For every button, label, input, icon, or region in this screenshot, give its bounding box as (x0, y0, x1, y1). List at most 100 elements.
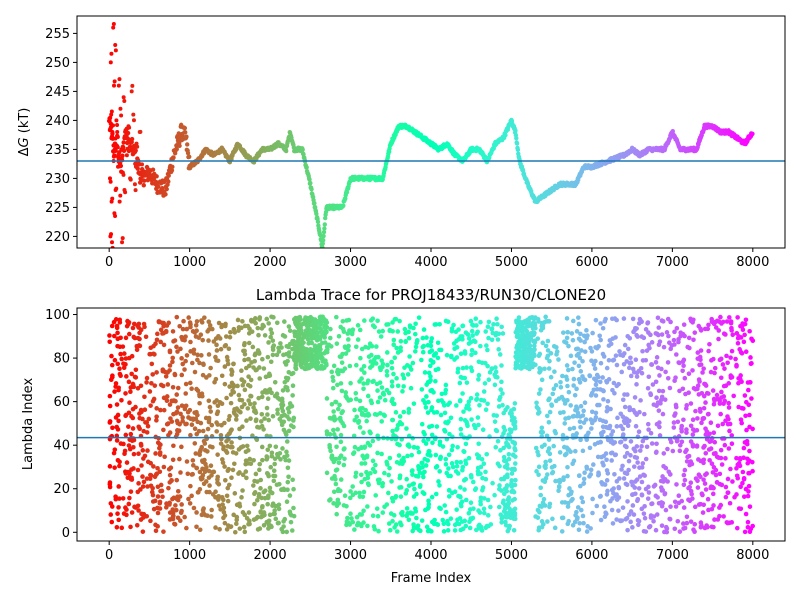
data-point (302, 366, 308, 372)
data-point (343, 196, 348, 201)
data-point (331, 501, 336, 506)
data-point (428, 388, 433, 394)
data-point (200, 476, 205, 481)
data-point (224, 354, 230, 360)
data-point (344, 318, 349, 323)
data-point (149, 361, 155, 367)
data-point (483, 476, 489, 482)
data-point (376, 329, 382, 334)
data-point (587, 445, 593, 451)
data-point (496, 347, 501, 352)
data-point (528, 331, 533, 336)
data-point (458, 432, 464, 437)
data-point (156, 319, 162, 325)
data-point (612, 471, 617, 477)
data-point (224, 395, 229, 401)
data-point (337, 488, 343, 494)
data-point (336, 333, 342, 339)
data-point (576, 527, 582, 533)
data-point (489, 326, 495, 331)
data-point (184, 459, 190, 464)
data-point (342, 493, 348, 499)
data-point (174, 344, 179, 350)
data-point (356, 446, 361, 452)
data-point (570, 318, 576, 324)
data-point (413, 506, 418, 511)
data-point (331, 489, 337, 495)
data-point (144, 476, 150, 481)
data-point (419, 357, 424, 363)
data-point (437, 456, 443, 461)
data-point (464, 365, 469, 370)
data-point (534, 400, 539, 406)
data-point (394, 376, 399, 381)
data-point (657, 373, 662, 378)
data-point (684, 403, 690, 408)
data-point (234, 406, 240, 411)
data-point (516, 333, 521, 338)
data-point (291, 486, 296, 492)
data-point (704, 390, 710, 396)
data-point (194, 524, 199, 530)
data-point (265, 354, 271, 360)
data-point (416, 315, 422, 320)
data-point (646, 330, 651, 335)
data-point (747, 448, 752, 454)
data-point (607, 338, 613, 343)
data-point (160, 331, 165, 336)
data-point (179, 356, 184, 361)
data-point (416, 464, 421, 469)
data-point (149, 380, 154, 386)
data-point (514, 135, 519, 141)
data-point (627, 360, 633, 366)
data-point (334, 341, 340, 346)
data-point (391, 371, 396, 377)
data-point (161, 342, 167, 348)
data-point (352, 417, 358, 423)
data-point (543, 343, 549, 349)
data-point (323, 209, 329, 215)
data-point (246, 340, 252, 346)
data-point (712, 439, 718, 445)
data-point (425, 506, 431, 511)
data-point (194, 510, 199, 515)
data-point (511, 421, 516, 427)
data-point (365, 523, 370, 529)
data-point (339, 360, 345, 365)
data-point (177, 518, 183, 523)
data-point (425, 458, 431, 463)
data-point (659, 523, 665, 528)
data-point (677, 388, 682, 394)
data-point (167, 348, 173, 354)
data-point (560, 373, 565, 379)
data-point (639, 370, 645, 376)
data-point (660, 411, 666, 417)
data-point (243, 458, 249, 463)
data-point (292, 351, 298, 357)
data-point (113, 494, 118, 499)
data-point (650, 382, 656, 387)
data-point (608, 341, 614, 347)
data-point (119, 356, 125, 362)
data-point (456, 336, 462, 342)
data-point (562, 339, 567, 344)
data-point (460, 365, 466, 371)
data-point (452, 346, 457, 352)
data-point (257, 461, 263, 467)
data-point (133, 148, 138, 153)
data-point (117, 371, 123, 377)
data-point (121, 148, 127, 153)
data-point (380, 391, 386, 397)
data-point (110, 196, 115, 201)
data-point (408, 385, 414, 391)
data-point (242, 348, 247, 354)
data-point (468, 500, 474, 505)
data-point (513, 360, 519, 365)
data-point (429, 529, 434, 534)
data-point (229, 475, 234, 481)
data-point (226, 346, 232, 352)
data-point (494, 316, 499, 322)
data-point (272, 508, 277, 513)
data-point (366, 482, 371, 488)
data-point (597, 417, 603, 423)
